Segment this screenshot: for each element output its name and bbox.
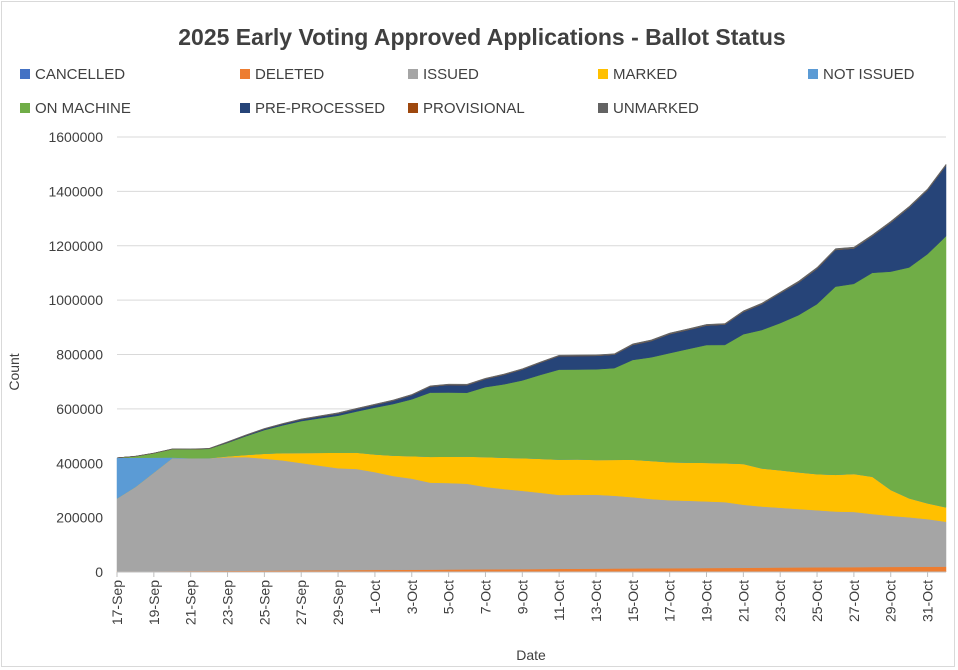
legend-label: UNMARKED (613, 100, 699, 117)
legend-label: DELETED (255, 66, 324, 83)
legend-item-unmarked: UNMARKED (598, 100, 699, 117)
x-tick-label: 27-Sep (293, 580, 309, 625)
x-tick-label: 5-Oct (441, 580, 457, 614)
x-tick-label: 21-Oct (735, 580, 751, 622)
legend-label: MARKED (613, 66, 677, 83)
y-tick-label: 400000 (56, 455, 103, 471)
y-tick-label: 200000 (56, 510, 103, 526)
legend-swatch (598, 103, 608, 113)
x-tick-label: 1-Oct (367, 580, 383, 614)
x-tick-label: 29-Sep (330, 580, 346, 625)
y-tick-label: 1200000 (48, 238, 103, 254)
legend-swatch (598, 69, 608, 79)
y-tick-label: 600000 (56, 401, 103, 417)
x-tick-label: 17-Oct (662, 580, 678, 622)
x-tick-label: 27-Oct (846, 580, 862, 622)
legend: CANCELLED DELETED ISSUED MARKED NOT ISSUED ON… (20, 66, 915, 117)
y-tick-label: 1000000 (48, 292, 103, 308)
legend-item-not-issued: NOT ISSUED (808, 66, 915, 83)
legend-item-marked: MARKED (598, 66, 677, 83)
areas (116, 163, 947, 573)
axes: 0 200000 400000 600000 800000 1000000 1200000 1… (48, 129, 946, 625)
legend-swatch (20, 69, 30, 79)
legend-swatch (240, 103, 250, 113)
legend-item-cancelled: CANCELLED (20, 66, 125, 83)
area-unmarked (116, 163, 947, 459)
legend-label: PROVISIONAL (423, 100, 525, 117)
x-tick-label: 19-Oct (699, 580, 715, 622)
x-tick-label: 3-Oct (404, 580, 420, 614)
x-tick-label: 9-Oct (514, 580, 530, 614)
x-tick-label: 31-Oct (920, 580, 936, 622)
x-tick-label: 7-Oct (477, 580, 493, 614)
x-tick-label: 19-Sep (146, 580, 162, 625)
x-axis-label: Date (516, 647, 546, 663)
legend-label: ON MACHINE (35, 100, 131, 117)
legend-swatch (408, 103, 418, 113)
x-tick-label: 23-Sep (220, 580, 236, 625)
legend-item-deleted: DELETED (240, 66, 324, 83)
legend-swatch (20, 103, 30, 113)
legend-label: NOT ISSUED (823, 66, 915, 83)
y-axis-label: Count (6, 353, 22, 390)
chart-title: 2025 Early Voting Approved Applications … (178, 24, 785, 50)
legend-label: ISSUED (423, 66, 479, 83)
legend-item-provisional: PROVISIONAL (408, 100, 525, 117)
legend-swatch (408, 69, 418, 79)
x-tick-label: 15-Oct (625, 580, 641, 622)
x-tick-label: 17-Sep (109, 580, 125, 625)
legend-item-pre-processed: PRE-PROCESSED (240, 100, 385, 117)
legend-label: CANCELLED (35, 66, 125, 83)
y-tick-label: 1600000 (48, 129, 103, 145)
legend-swatch (240, 69, 250, 79)
legend-item-issued: ISSUED (408, 66, 479, 83)
legend-label: PRE-PROCESSED (255, 100, 385, 117)
x-tick-label: 23-Oct (772, 580, 788, 622)
x-tick-label: 25-Oct (809, 580, 825, 622)
x-tick-label: 13-Oct (588, 580, 604, 622)
y-tick-label: 0 (95, 564, 103, 580)
y-tick-label: 800000 (56, 347, 103, 363)
legend-swatch (808, 69, 818, 79)
x-tick-label: 11-Oct (551, 580, 567, 621)
legend-item-on-machine: ON MACHINE (20, 100, 131, 117)
y-tick-label: 1400000 (48, 183, 103, 199)
x-tick-label: 29-Oct (883, 580, 899, 622)
x-tick-label: 21-Sep (183, 580, 199, 625)
x-tick-label: 25-Sep (256, 580, 272, 625)
